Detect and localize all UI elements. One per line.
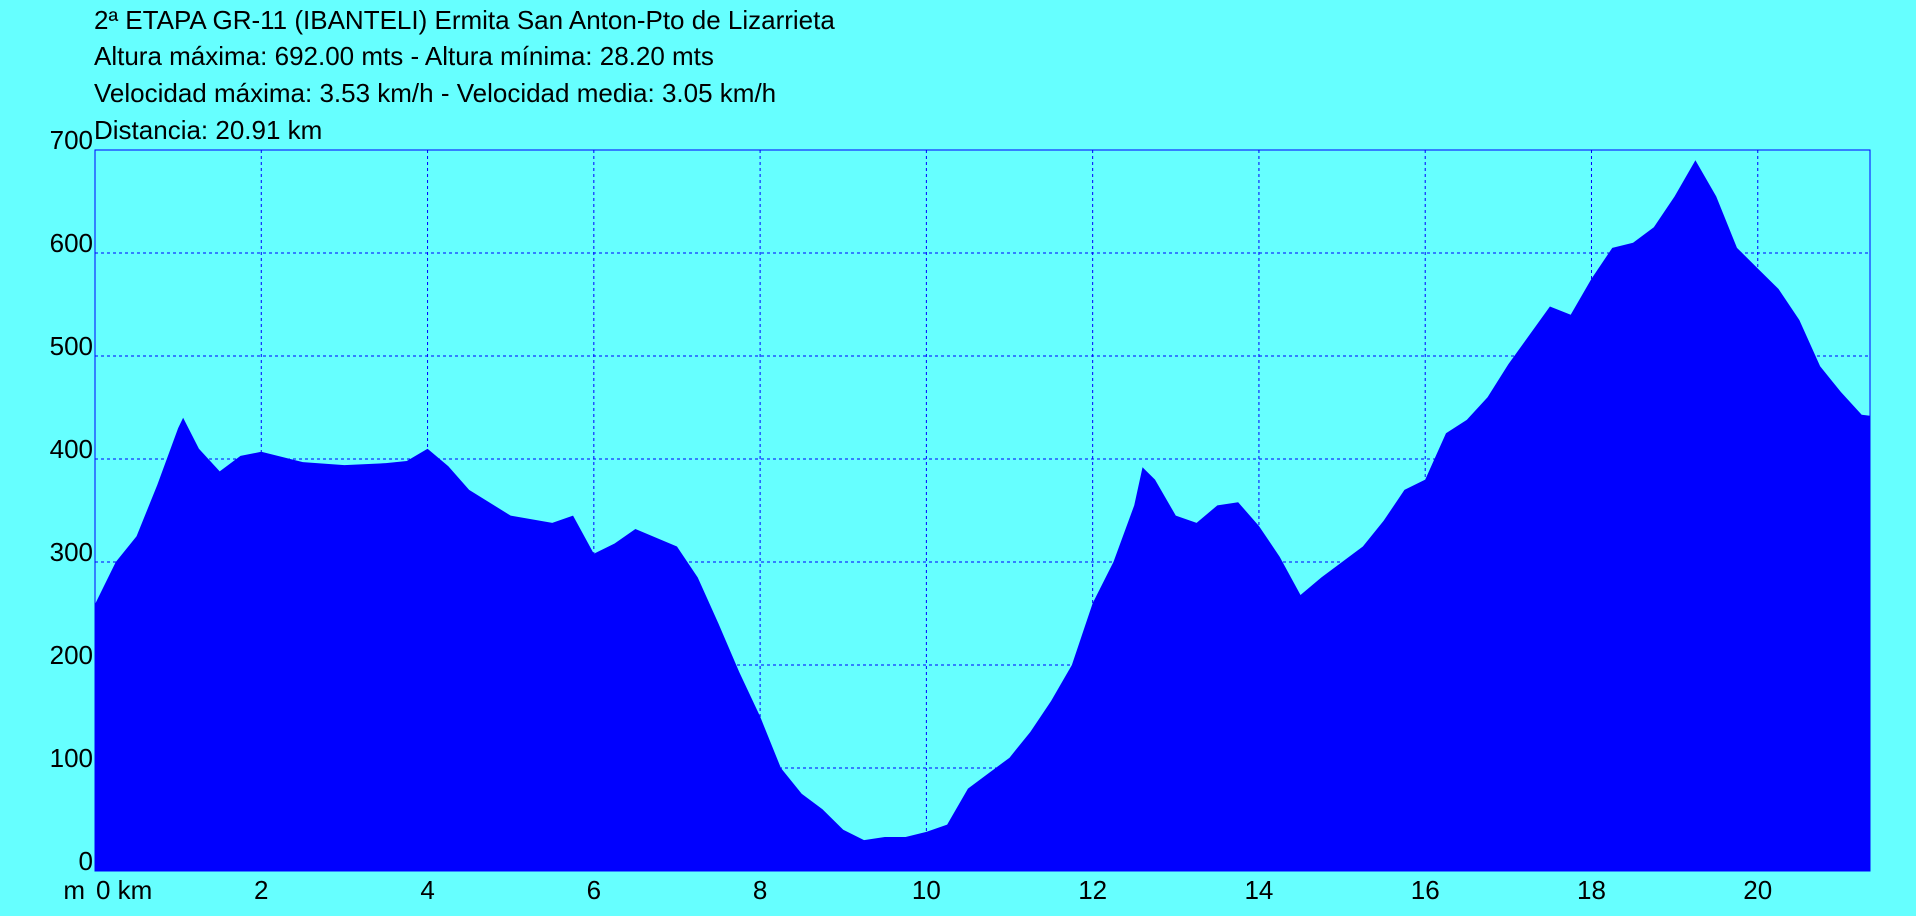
x-tick-label: 8: [753, 875, 767, 905]
y-tick-label: 200: [50, 640, 93, 670]
plot-border: [94, 149, 1871, 872]
x-tick-label: 0 km: [96, 875, 152, 905]
y-tick-label: 500: [50, 331, 93, 361]
y-tick-label: 300: [50, 537, 93, 567]
info-line: Velocidad máxima: 3.53 km/h - Velocidad …: [94, 78, 776, 108]
y-tick-label: 600: [50, 228, 93, 258]
y-unit: m: [63, 875, 85, 905]
x-tick-label: 20: [1743, 875, 1772, 905]
x-tick-label: 18: [1577, 875, 1606, 905]
x-tick-label: 14: [1244, 875, 1273, 905]
x-tick-label: 6: [587, 875, 601, 905]
x-tick-label: 16: [1411, 875, 1440, 905]
info-line: Distancia: 20.91 km: [94, 115, 322, 145]
y-tick-label: 700: [50, 125, 93, 155]
x-tick-label: 2: [254, 875, 268, 905]
y-tick-label: 0: [79, 846, 93, 876]
x-tick-label: 12: [1078, 875, 1107, 905]
chart-title: 2ª ETAPA GR-11 (IBANTELI) Ermita San Ant…: [94, 5, 835, 35]
x-tick-label: 10: [912, 875, 941, 905]
x-tick-label: 4: [420, 875, 434, 905]
y-tick-label: 400: [50, 434, 93, 464]
y-tick-label: 100: [50, 743, 93, 773]
elevation-area: [95, 160, 1870, 872]
info-line: Altura máxima: 692.00 mts - Altura mínim…: [94, 41, 714, 71]
